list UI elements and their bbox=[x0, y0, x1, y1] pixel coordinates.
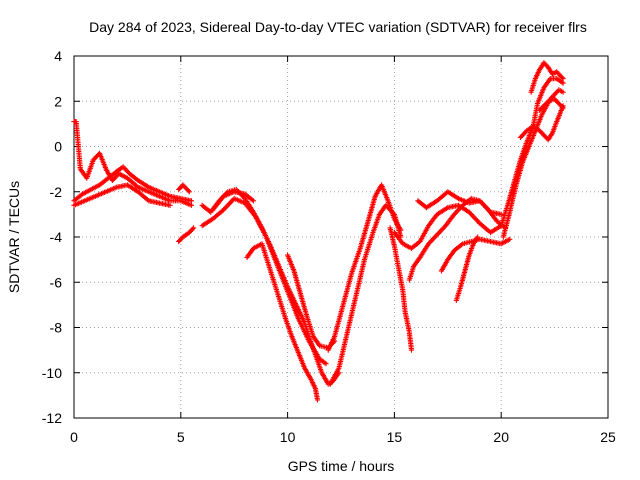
data-point bbox=[560, 89, 566, 95]
data-series bbox=[71, 60, 566, 403]
series-track-h bbox=[210, 189, 256, 213]
x-tick-label: 10 bbox=[280, 429, 296, 445]
data-point bbox=[475, 234, 481, 240]
data-point bbox=[191, 225, 197, 231]
y-tick-label: -10 bbox=[42, 365, 62, 381]
y-tick-label: -12 bbox=[42, 410, 62, 426]
series-track-t bbox=[500, 87, 566, 240]
data-point bbox=[559, 104, 565, 110]
chart-title: Day 284 of 2023, Sidereal Day-to-day VTE… bbox=[89, 19, 587, 35]
series-track-i bbox=[244, 241, 321, 403]
x-tick-label: 0 bbox=[70, 429, 78, 445]
data-point bbox=[188, 202, 195, 208]
data-point bbox=[323, 361, 329, 367]
data-point bbox=[559, 74, 565, 81]
data-point bbox=[408, 347, 415, 353]
series-track-n bbox=[391, 202, 504, 251]
y-tick-label: 2 bbox=[54, 93, 62, 109]
series-track-p bbox=[415, 189, 504, 217]
data-point bbox=[507, 236, 513, 242]
series-track-u bbox=[517, 103, 566, 143]
series-track-v bbox=[528, 60, 566, 95]
x-axis-label: GPS time / hours bbox=[288, 458, 395, 474]
series-track-a bbox=[71, 119, 195, 208]
series-track-s bbox=[498, 76, 566, 229]
x-tick-label: 15 bbox=[387, 429, 403, 445]
series-track-r bbox=[453, 234, 481, 303]
y-tick-label: 4 bbox=[54, 48, 62, 64]
data-point bbox=[250, 198, 256, 204]
y-tick-label: -6 bbox=[50, 274, 63, 290]
data-point bbox=[314, 397, 321, 403]
x-tick-label: 5 bbox=[177, 429, 185, 445]
y-tick-label: 0 bbox=[54, 139, 62, 155]
series-track-w bbox=[537, 96, 566, 113]
series-track-c bbox=[71, 182, 173, 208]
data-point bbox=[398, 227, 404, 233]
data-point bbox=[560, 76, 566, 82]
series-track-b bbox=[71, 164, 195, 204]
y-tick-label: -4 bbox=[50, 229, 63, 245]
y-axis-label: SDTVAR / TECUs bbox=[6, 181, 22, 293]
data-point bbox=[498, 211, 504, 217]
series-track-m bbox=[387, 225, 415, 353]
data-point bbox=[188, 198, 195, 204]
axis-ticks: 0 5 10 15 20 25 -12 -10 -8 -6 -4 -2 0 2 4 bbox=[42, 48, 616, 445]
data-point bbox=[560, 105, 566, 111]
series-track-l bbox=[325, 182, 404, 353]
y-tick-label: -8 bbox=[50, 320, 63, 336]
data-point bbox=[544, 99, 550, 105]
data-point bbox=[560, 80, 566, 86]
x-tick-label: 20 bbox=[493, 429, 509, 445]
series-track-e bbox=[176, 225, 197, 245]
series-track-d bbox=[176, 182, 192, 195]
data-point bbox=[186, 189, 192, 195]
series-track-g bbox=[199, 195, 329, 367]
x-tick-label: 25 bbox=[600, 429, 616, 445]
data-point bbox=[167, 202, 173, 208]
y-tick-label: -2 bbox=[50, 184, 63, 200]
